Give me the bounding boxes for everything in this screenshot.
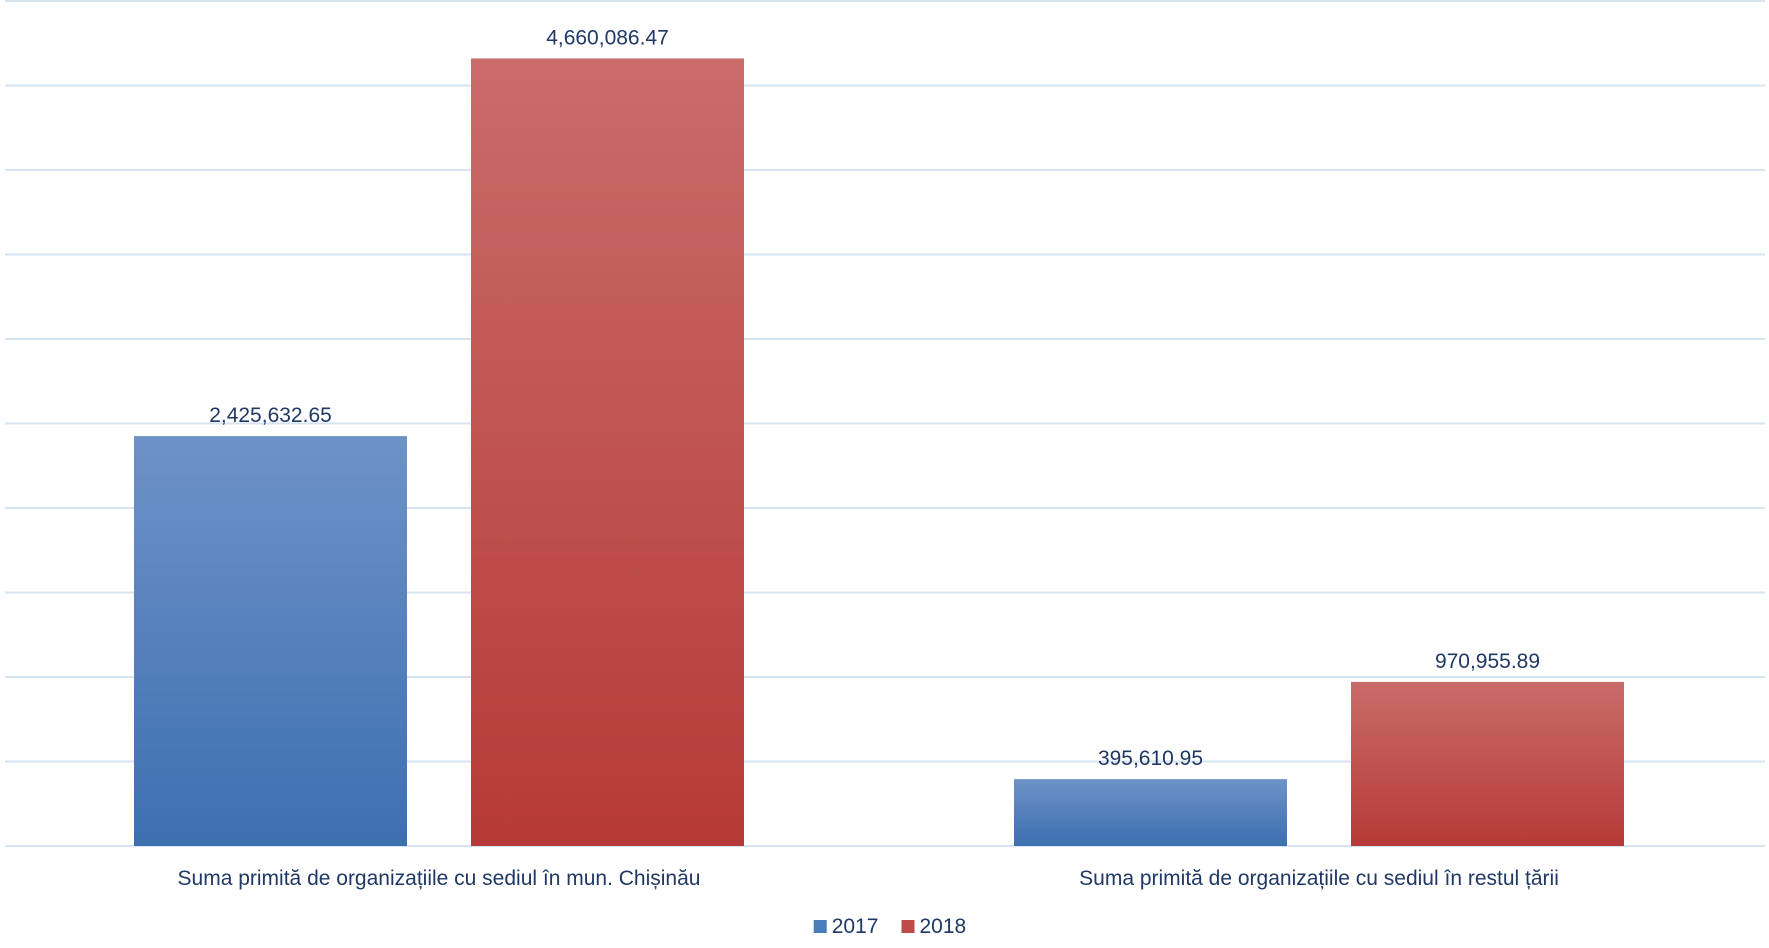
data-label: 970,955.89 [1435,650,1540,673]
data-label: 395,610.95 [1098,747,1203,770]
bar-2017-cat-2 [1014,779,1287,846]
category-label: Suma primită de organizațiile cu sediul … [1079,867,1559,890]
legend-label: 2017 [832,915,879,938]
legend-swatch [813,920,827,933]
category-label: Suma primită de organizațiile cu sediul … [178,867,701,890]
category-labels: Suma primită de organizațiile cu sediul … [178,867,1559,890]
legend: 2017 2018 [813,915,967,938]
legend-label: 2018 [920,915,967,938]
data-label: 4,660,086.47 [546,26,669,49]
bar-2018-cat-1 [471,58,744,847]
legend-item-2018: 2018 [901,915,967,938]
legend-item-2017: 2017 [813,915,879,938]
bar-2017-cat-1 [134,436,407,846]
legend-swatch [901,920,915,933]
data-label: 2,425,632.65 [209,404,332,427]
bar-2018-cat-2 [1351,681,1624,846]
bars [134,58,1624,847]
data-labels: 2,425,632.65 4,660,086.47 395,610.95 970,95… [209,26,1540,770]
